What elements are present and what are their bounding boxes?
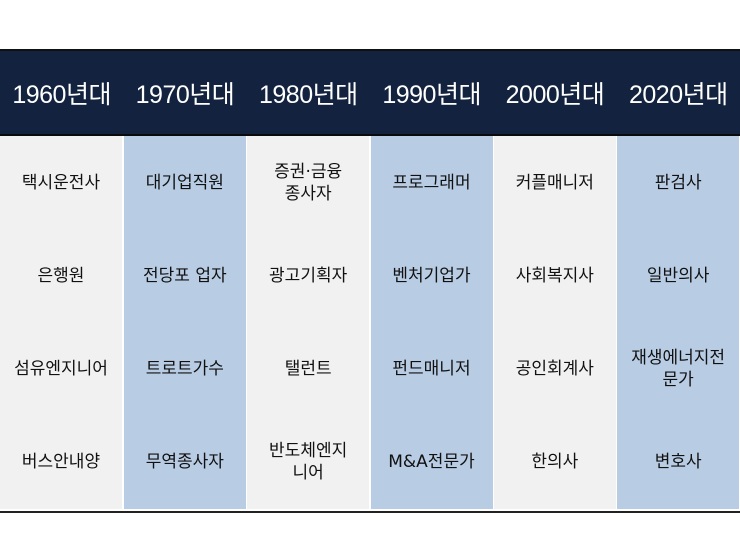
table-cell: 광고기획자 xyxy=(247,229,369,322)
header-cell: 1990년대 xyxy=(382,80,481,109)
header-cell: 2000년대 xyxy=(505,80,605,109)
cell-text: 섬유엔지니어 xyxy=(14,359,108,379)
cell-text: 전당포 업자 xyxy=(143,265,227,286)
table-cell: 전당포 업자 xyxy=(124,229,246,322)
decades-jobs-table: 1960년대 1970년대 1980년대 1990년대 2000년대 2020년대 택시운… xyxy=(0,49,740,513)
cell-text: 벤처기업가 xyxy=(392,265,471,286)
table-cell: 증권·금융 종사자 xyxy=(247,136,369,229)
table-cell: 한의사 xyxy=(494,416,616,509)
table-cell: 공인회계사 xyxy=(494,323,616,416)
cell-text: 사회복지사 xyxy=(515,265,594,286)
header-row: 1960년대 1970년대 1980년대 1990년대 2000년대 2020년대 xyxy=(0,51,740,136)
cell-text: 반도체엔지 니어 xyxy=(269,441,348,484)
table-cell: 무역종사자 xyxy=(124,416,246,509)
table-cell: 은행원 xyxy=(0,229,122,322)
table-cell: 대기업직원 xyxy=(124,136,246,229)
cell-text: 펀드매니저 xyxy=(392,359,471,379)
header-cell: 1970년대 xyxy=(135,80,235,109)
table-cell: 반도체엔지 니어 xyxy=(247,416,369,509)
table-cell: 섬유엔지니어 xyxy=(0,323,122,416)
table-cell: 탤런트 xyxy=(247,323,369,416)
table-cell: 벤처기업가 xyxy=(371,229,493,322)
table-cell: 프로그래머 xyxy=(371,136,493,229)
table-cell: 사회복지사 xyxy=(494,229,616,322)
cell-text: 판검사 xyxy=(654,172,702,193)
cell-text: 증권·금융 종사자 xyxy=(274,161,343,204)
table-cell: 커플매니저 xyxy=(494,136,616,229)
table-cell: 변호사 xyxy=(617,416,739,509)
cell-text: 버스안내양 xyxy=(21,452,101,473)
cell-text: 은행원 xyxy=(37,265,85,286)
header-cell: 1960년대 xyxy=(12,80,111,109)
table-cell: 버스안내양 xyxy=(0,416,122,509)
cell-text: 광고기획자 xyxy=(269,265,348,286)
table-cell: 펀드매니저 xyxy=(371,323,493,416)
cell-text: 트로트가수 xyxy=(145,359,224,379)
table-cell: 일반의사 xyxy=(617,229,739,322)
header-cell: 2020년대 xyxy=(628,80,728,109)
table-cell: M&A전문가 xyxy=(371,416,493,509)
cell-text: 무역종사자 xyxy=(145,452,224,473)
cell-text: 탤런트 xyxy=(284,359,332,379)
cell-text: 커플매니저 xyxy=(515,172,594,193)
table-cell: 판검사 xyxy=(617,136,739,229)
cell-text: 재생에너지전 문가 xyxy=(631,348,726,390)
cell-text: 프로그래머 xyxy=(392,172,471,193)
table-cell: 트로트가수 xyxy=(124,323,246,416)
table-cell: 재생에너지전 문가 xyxy=(617,323,739,416)
cell-text: 변호사 xyxy=(654,452,702,473)
table-cell: 택시운전사 xyxy=(0,136,122,229)
cell-text: 택시운전사 xyxy=(21,172,101,193)
cell-text: M&A전문가 xyxy=(388,452,475,473)
cell-text: 공인회계사 xyxy=(515,359,594,379)
header-cell: 1980년대 xyxy=(258,80,358,109)
cell-text: 대기업직원 xyxy=(145,172,224,193)
cell-text: 일반의사 xyxy=(646,265,710,286)
cell-text: 한의사 xyxy=(531,452,579,473)
